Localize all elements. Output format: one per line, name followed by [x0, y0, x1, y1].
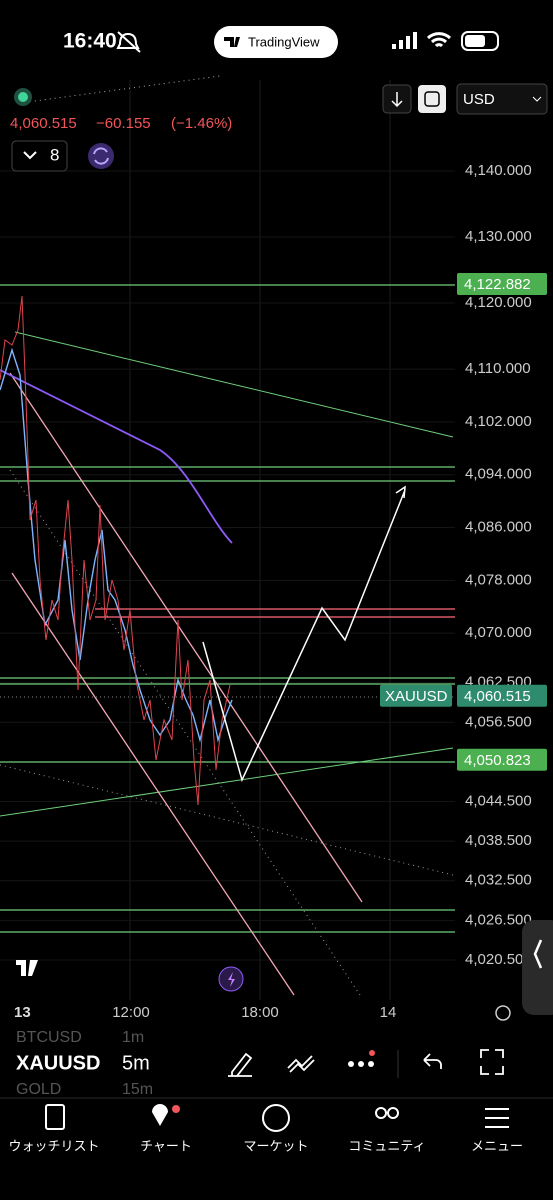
symbol-tag-label: XAUUSD: [385, 688, 448, 705]
projection-path: [202, 485, 406, 783]
moving-average: [0, 369, 233, 544]
community-icon: [387, 1107, 399, 1119]
indicators-count: 8: [50, 145, 59, 164]
nav-label[interactable]: メニュー: [471, 1138, 523, 1153]
y-tick-label: 4,032.500: [465, 872, 532, 889]
time-label: 18:00: [241, 1004, 279, 1021]
status-dot: [18, 92, 28, 102]
community-icon[interactable]: [375, 1107, 387, 1119]
auto-scale-button[interactable]: [418, 85, 446, 113]
chevron-down: [23, 151, 37, 160]
y-tick-label: 4,020.500: [465, 951, 532, 968]
indicators-toggle[interactable]: [11, 140, 68, 172]
notification-dot: [369, 1050, 375, 1056]
nav-label[interactable]: コミュニティ: [348, 1138, 425, 1153]
handle-icon: [533, 939, 543, 969]
sync-button[interactable]: [88, 143, 114, 169]
undo-tool[interactable]: [423, 1053, 442, 1069]
channel-line: [11, 572, 295, 996]
price-tag-label: 4,050.823: [464, 752, 531, 769]
interval-ghost: 15m: [122, 1081, 153, 1098]
market-icon[interactable]: [262, 1104, 290, 1132]
y-tick-label: 4,140.000: [465, 162, 532, 179]
indicators-tool[interactable]: [287, 1055, 315, 1073]
y-tick-label: 4,078.000: [465, 571, 532, 588]
nav-label[interactable]: マーケット: [243, 1138, 308, 1153]
battery-level: [465, 35, 485, 47]
price-tag-label: 4,060.515: [464, 688, 531, 705]
fullscreen-tool[interactable]: [480, 1049, 504, 1075]
trendline: [0, 747, 454, 817]
price-change: −60.155: [96, 115, 151, 132]
price-tag: [457, 273, 547, 296]
app-badge-text: TradingView: [248, 34, 320, 49]
settings-icon[interactable]: [495, 1005, 511, 1021]
draw-tool[interactable]: [228, 1052, 253, 1077]
y-tick-label: 4,130.000: [465, 228, 532, 245]
flash-icon: [228, 972, 235, 987]
horizontal-levels: [0, 284, 455, 933]
auto-icon: [424, 91, 440, 107]
currency-select[interactable]: [456, 83, 548, 115]
trend-dotted: [19, 75, 221, 104]
time-label: 14: [380, 1004, 397, 1021]
chart-icon[interactable]: [152, 1104, 168, 1126]
price-tag: [457, 748, 547, 771]
y-tick-label: 4,086.000: [465, 519, 532, 536]
symbol-ghost: GOLD: [16, 1081, 61, 1098]
arrow-down-icon: [391, 92, 403, 108]
trendline: [14, 331, 454, 438]
time-label: 12:00: [112, 1004, 150, 1021]
y-tick-label: 4,120.000: [465, 294, 532, 311]
symbol-tag: [380, 684, 452, 707]
channel-line: [9, 372, 363, 903]
interval-ghost: 1m: [122, 1029, 144, 1046]
side-panel-handle[interactable]: [522, 920, 553, 1015]
watchlist-icon[interactable]: [45, 1104, 65, 1130]
candles: [0, 295, 231, 806]
y-tick-label: 4,102.000: [465, 413, 532, 430]
tv-watermark: [16, 960, 38, 976]
y-tick-label: 4,056.500: [465, 713, 532, 730]
price-series: [0, 347, 233, 743]
mute-icon: [116, 31, 141, 53]
nav-label[interactable]: チャート: [140, 1138, 192, 1153]
y-tick-label: 4,070.000: [465, 624, 532, 641]
y-tick-label: 4,038.500: [465, 832, 532, 849]
tv-logo: [224, 37, 240, 47]
wifi-icon: [426, 32, 452, 48]
clock: 16:40: [63, 30, 117, 53]
time-label: 13: [14, 1004, 31, 1021]
more-tool[interactable]: [348, 1061, 374, 1067]
y-tick-label: 4,044.500: [465, 793, 532, 810]
symbol[interactable]: XAUUSD: [16, 1052, 100, 1074]
time-grid: [129, 80, 391, 1000]
symbol-ghost: BTCUSD: [16, 1029, 82, 1046]
y-tick-label: 4,026.500: [465, 911, 532, 928]
price-change-pct: (−1.46%): [171, 115, 232, 132]
y-tick-label: 4,094.000: [465, 466, 532, 483]
app-badge: [214, 26, 338, 58]
price-tag-label: 4,122.882: [464, 276, 531, 293]
y-tick-label: 4,110.000: [465, 360, 531, 377]
currency: USD: [463, 91, 495, 108]
chevron: [532, 96, 542, 102]
sync-icon: [93, 147, 109, 165]
interval[interactable]: 5m: [122, 1052, 150, 1074]
nav-label[interactable]: ウォッチリスト: [8, 1138, 99, 1153]
trend-dotted: [9, 469, 361, 996]
battery: [461, 31, 499, 51]
last-price: 4,060.515: [10, 115, 77, 132]
price-tag: [457, 684, 547, 707]
signal-icon: [392, 32, 417, 49]
menu-icon[interactable]: [485, 1108, 509, 1128]
notification-dot: [172, 1105, 180, 1113]
